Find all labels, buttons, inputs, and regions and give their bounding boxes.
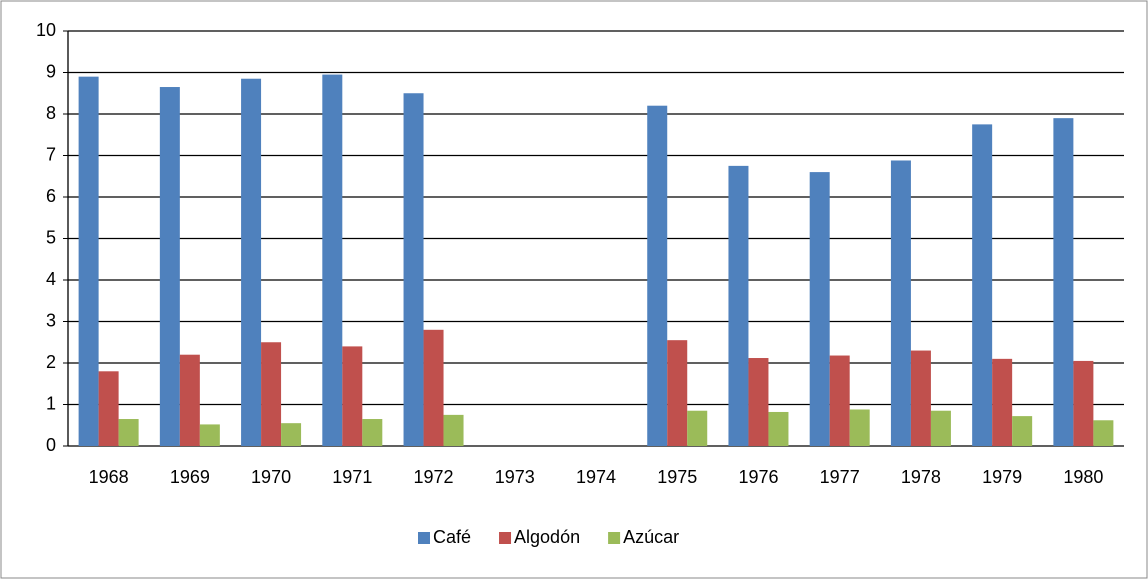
bar: [910, 350, 931, 446]
legend-label: Algodón: [514, 527, 580, 547]
bar: [768, 411, 789, 446]
x-tick-label: 1978: [901, 467, 941, 487]
bar: [748, 358, 769, 446]
x-tick-label: 1972: [414, 467, 454, 487]
legend-swatch: [418, 532, 430, 544]
bar: [930, 410, 951, 446]
bar: [1053, 118, 1074, 447]
x-tick-label: 1971: [332, 467, 372, 487]
bar: [443, 414, 464, 446]
y-tick-label: 3: [46, 310, 56, 330]
x-tick-label: 1969: [170, 467, 210, 487]
x-tick-label: 1970: [251, 467, 291, 487]
bar: [118, 419, 139, 446]
y-tick-label: 4: [46, 269, 56, 289]
bar: [78, 76, 99, 447]
x-tick-label: 1979: [982, 467, 1022, 487]
y-tick-label: 7: [46, 144, 56, 164]
bar: [849, 409, 870, 446]
bar: [241, 78, 262, 446]
bar: [647, 105, 668, 446]
bar: [362, 419, 383, 446]
bar: [261, 342, 282, 446]
bar: [728, 165, 749, 446]
bar: [992, 358, 1013, 446]
bar: [423, 329, 444, 446]
bar: [159, 87, 180, 447]
bar: [199, 424, 220, 446]
y-tick-label: 5: [46, 227, 56, 247]
y-tick-label: 0: [46, 435, 56, 455]
bar: [1093, 420, 1114, 446]
bar: [687, 410, 708, 446]
x-tick-label: 1977: [820, 467, 860, 487]
bar: [1012, 416, 1033, 446]
x-tick-label: 1976: [738, 467, 778, 487]
bar: [342, 346, 363, 446]
bar: [829, 355, 850, 446]
y-tick-label: 9: [46, 61, 56, 81]
legend-label: Café: [433, 527, 471, 547]
bar: [281, 423, 302, 446]
bar: [98, 371, 119, 446]
legend-swatch: [499, 532, 512, 544]
y-tick-label: 8: [46, 103, 56, 123]
bar: [1073, 360, 1094, 446]
bar: [667, 340, 688, 446]
y-tick-label: 10: [36, 20, 56, 40]
x-tick-label: 1975: [657, 467, 697, 487]
bar: [179, 354, 200, 446]
bar: [322, 74, 343, 446]
y-tick-label: 2: [46, 352, 56, 372]
y-tick-label: 6: [46, 186, 56, 206]
x-tick-label: 1968: [89, 467, 129, 487]
legend-swatch: [608, 532, 621, 544]
x-tick-label: 1974: [576, 467, 616, 487]
bar: [972, 124, 993, 446]
legend-label: Azúcar: [623, 527, 679, 547]
y-tick-label: 1: [46, 393, 56, 413]
x-tick-label: 1973: [495, 467, 535, 487]
x-tick-label: 1980: [1063, 467, 1103, 487]
bar: [809, 172, 830, 446]
bar: [403, 93, 424, 446]
bar: [890, 160, 911, 447]
